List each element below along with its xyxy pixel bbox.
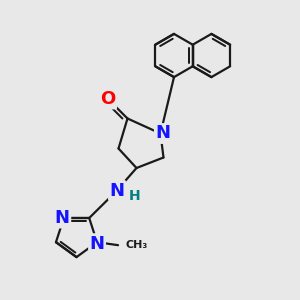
Text: H: H bbox=[128, 190, 140, 203]
Text: CH₃: CH₃ bbox=[125, 240, 148, 250]
Text: N: N bbox=[155, 124, 170, 142]
Text: N: N bbox=[110, 182, 124, 200]
Text: O: O bbox=[100, 90, 116, 108]
Text: N: N bbox=[55, 209, 70, 227]
Text: N: N bbox=[89, 235, 104, 253]
